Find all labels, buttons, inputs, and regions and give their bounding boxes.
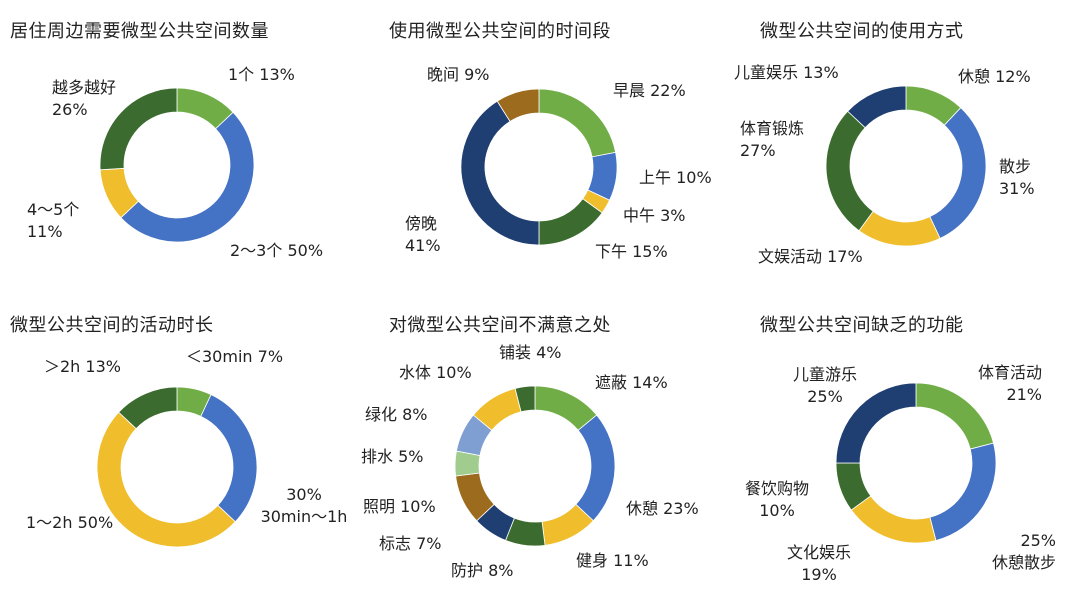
donut-chart (96, 386, 258, 548)
donut-chart (835, 382, 997, 544)
donut-slice-越多越好 (99, 87, 178, 171)
slice-label: 儿童娱乐 13% (734, 63, 839, 82)
donut-slice-下午 (538, 198, 603, 246)
donut-slice-傍晚 (460, 100, 540, 246)
slice-label: 早晨 22% (613, 81, 686, 100)
chart-title: 微型公共空间的活动时长 (10, 315, 214, 336)
slice-label: 健身 11% (576, 551, 649, 570)
chart-panel-1: 居住周边需要微型公共空间数量 1个 13% 2～3个 50% 4～5个 11% 越… (0, 0, 357, 297)
slice-label: 越多越好 26% (52, 78, 117, 119)
chart-title: 微型公共空间缺乏的功能 (760, 315, 964, 336)
donut-chart (460, 88, 618, 246)
slice-label: 标志 7% (379, 534, 442, 553)
slice-label: 儿童游乐 25% (792, 365, 857, 406)
slice-label: 中午 3% (623, 206, 686, 225)
donut-slice-30min～1h (200, 394, 258, 523)
slice-label: 绿化 8% (365, 405, 428, 424)
donut-chart (825, 85, 987, 247)
chart-panel-2: 使用微型公共空间的时间段 早晨 22% 上午 10% 中午 3% 下午 15% … (357, 0, 714, 297)
donut-slice-休憩 (575, 414, 616, 522)
chart-panel-5: 对微型公共空间不满意之处 遮蔽 14% 休憩 23% 健身 11% 防护 8% … (357, 298, 714, 595)
slice-label: 防护 8% (451, 561, 514, 580)
donut-slice-早晨 (538, 88, 617, 158)
slice-label: 餐饮购物 10% (744, 479, 809, 520)
slice-label: 排水 5% (361, 447, 424, 466)
donut-chart (454, 385, 616, 547)
donut-slice-休憩散步 (929, 442, 997, 541)
slice-label: 文娱活动 17% (758, 247, 863, 266)
slice-label: 文化娱乐 19% (786, 543, 851, 584)
donut-slice-体育锻炼 (825, 110, 874, 232)
slice-label: 30% 30min～1h (260, 485, 348, 526)
donut-slice-铺装 (514, 385, 536, 413)
slice-label: 傍晚 41% (405, 214, 441, 255)
slice-label: ＞2h 13% (44, 357, 121, 376)
slice-label: 晚间 9% (427, 65, 490, 84)
slice-label: ＜30min 7% (186, 347, 284, 366)
chart-panel-4: 微型公共空间的活动时长 ＜30min 7% 30% 30min～1h 1～2h 5… (0, 298, 357, 595)
slice-label: 1～2h 50% (26, 513, 114, 532)
slice-label: 水体 10% (399, 363, 472, 382)
chart-panel-3: 微型公共空间的使用方式 休憩 12% 散步 31% 文娱活动 17% 体育锻炼 27… (714, 0, 1071, 297)
slice-label: 休憩 12% (958, 67, 1031, 86)
donut-slice-儿童娱乐 (847, 85, 907, 129)
slice-label: 休憩 23% (626, 499, 699, 518)
slice-label: 上午 10% (639, 168, 712, 187)
donut-slice-晚间 (496, 88, 540, 122)
chart-title: 使用微型公共空间的时间段 (389, 21, 611, 42)
chart-title: 居住周边需要微型公共空间数量 (10, 21, 269, 42)
donut-slice-＞2h (118, 386, 178, 430)
chart-panel-6: 微型公共空间缺乏的功能 体育活动 21% 25% 休憩散步 文化娱乐 19% 餐饮购物… (714, 298, 1071, 595)
chart-title: 微型公共空间的使用方式 (760, 21, 964, 42)
slice-label: 2～3个 50% (230, 241, 324, 260)
slice-label: 4～5个 11% (27, 200, 80, 241)
donut-slice-文娱活动 (858, 210, 941, 247)
slice-label: 遮蔽 14% (595, 373, 668, 392)
donut-slice-文化娱乐 (850, 495, 937, 544)
slice-label: 25% 休憩散步 (991, 531, 1056, 572)
slice-label: 照明 10% (363, 497, 436, 516)
donut-slice-散步 (929, 107, 987, 239)
donut-slice-2～3个 (120, 111, 255, 243)
donut-slice-1～2h (96, 411, 236, 548)
slice-label: 铺装 4% (499, 343, 562, 362)
slice-label: 体育锻炼 27% (740, 119, 805, 160)
slice-label: 体育活动 21% (977, 363, 1042, 404)
donut-chart (99, 87, 255, 243)
chart-title: 对微型公共空间不满意之处 (389, 315, 611, 336)
donut-slice-儿童游乐 (835, 382, 917, 464)
slice-label: 下午 15% (595, 242, 668, 261)
slice-label: 散步 31% (999, 157, 1035, 198)
slice-label: 1个 13% (228, 65, 295, 84)
